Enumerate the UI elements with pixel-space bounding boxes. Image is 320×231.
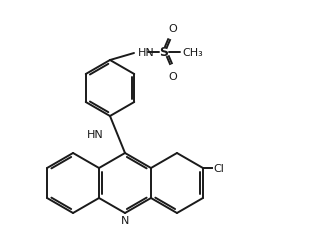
Text: S: S xyxy=(159,46,169,59)
Text: HN: HN xyxy=(87,130,103,140)
Text: HN: HN xyxy=(138,48,155,58)
Text: O: O xyxy=(169,24,177,34)
Text: O: O xyxy=(169,72,177,82)
Text: Cl: Cl xyxy=(213,163,224,173)
Text: N: N xyxy=(121,215,129,225)
Text: CH₃: CH₃ xyxy=(182,48,203,58)
